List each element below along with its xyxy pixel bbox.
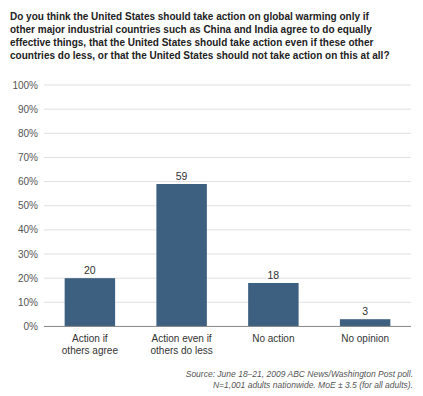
x-tick-label: Action ifothers agree [62, 333, 119, 356]
y-tick-label: 90% [18, 104, 38, 115]
x-tick-label-line: No action [252, 333, 294, 344]
page: {"chart_data": { "type": "bar", "title":… [0, 0, 423, 396]
bar [248, 283, 298, 326]
source-line: N=1,001 adults nationwide. MoE ± 3.5 (fo… [213, 380, 413, 390]
grid-line [44, 326, 411, 327]
title-line: Do you think the United States should ta… [10, 11, 370, 22]
y-tick-label: 70% [18, 152, 38, 163]
x-tick-label: No action [252, 333, 294, 344]
bar [65, 278, 115, 326]
y-tick-label: 30% [18, 249, 38, 260]
grid-line [44, 157, 411, 158]
x-tick-label: Action even ifothers do less [150, 333, 212, 356]
x-tick-label-line: Action even if [152, 333, 212, 344]
y-tick-label: 20% [18, 273, 38, 284]
x-tick-label-line: Action if [72, 333, 108, 344]
x-tick-label-line: others do less [150, 345, 212, 356]
y-tick-label: 60% [18, 176, 38, 187]
y-tick-label: 80% [18, 128, 38, 139]
data-label: 18 [268, 269, 280, 281]
grid-line [44, 229, 411, 230]
bar [340, 319, 390, 326]
source-line: Source: June 18–21, 2009 ABC News/Washin… [186, 369, 413, 379]
source: Source: June 18–21, 2009 ABC News/Washin… [186, 369, 413, 390]
title: Do you think the United States should ta… [10, 11, 390, 61]
y-axis: 0% 10% 20% 30% 40% 50% 60% 70% 80% 90% 100% [12, 80, 411, 332]
x-tick-label-line: others agree [62, 345, 119, 356]
y-tick-label: 100% [12, 80, 38, 91]
chart: Do you think the United States should ta… [0, 0, 423, 396]
grid-line [44, 254, 411, 255]
x-tick-label-line: No opinion [341, 333, 389, 344]
x-axis-line [44, 326, 411, 327]
title-line: countries do less, or that the United St… [10, 50, 390, 61]
data-label: 59 [176, 170, 188, 182]
bars [65, 184, 391, 326]
grid-line [44, 205, 411, 206]
grid-line [44, 181, 411, 182]
title-line: effective things, that the United States… [10, 37, 374, 48]
grid-line [44, 133, 411, 134]
data-label: 20 [84, 264, 96, 276]
data-labels: 20 59 18 3 [84, 170, 368, 317]
y-tick-label: 40% [18, 224, 38, 235]
y-tick-label: 0% [24, 321, 39, 332]
grid-line [44, 109, 411, 110]
title-line: other major industrial countries such as… [10, 24, 372, 35]
x-tick-label: No opinion [341, 333, 389, 344]
y-tick-label: 50% [18, 200, 38, 211]
data-label: 3 [362, 305, 368, 317]
grid-line [44, 85, 411, 86]
background [0, 0, 423, 396]
bar [156, 184, 206, 326]
x-axis: Action ifothers agreeAction even ifother… [62, 333, 389, 356]
y-tick-label: 10% [18, 297, 38, 308]
